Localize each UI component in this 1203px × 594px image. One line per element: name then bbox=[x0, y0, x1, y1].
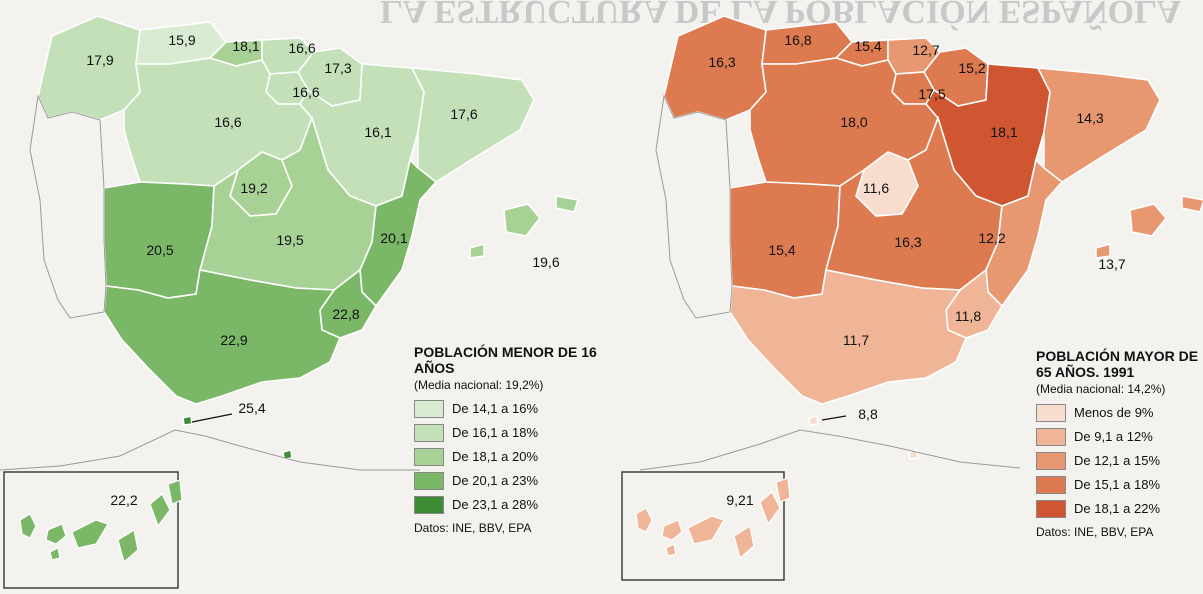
legend-swatch bbox=[1036, 427, 1066, 446]
legend-swatch bbox=[1036, 475, 1066, 494]
region-value-madrid: 11,6 bbox=[862, 180, 890, 196]
legend-swatch bbox=[414, 399, 444, 418]
legend-item: De 18,1 a 22% bbox=[1036, 498, 1200, 519]
canarias-right-islands bbox=[635, 477, 791, 560]
legend-item: Menos de 9% bbox=[1036, 402, 1200, 423]
legend-item: De 12,1 a 15% bbox=[1036, 450, 1200, 471]
portugal-outline-left bbox=[29, 94, 107, 319]
region-value-castillamancha: 19,5 bbox=[276, 232, 304, 248]
region-value-paisvasco: 16,6 bbox=[288, 40, 316, 56]
legend-item: De 9,1 a 12% bbox=[1036, 426, 1200, 447]
region-value-andalucia: 11,7 bbox=[842, 332, 870, 348]
legend-source: Datos: INE, BBV, EPA bbox=[1036, 525, 1154, 539]
region-value-canarias: 9,21 bbox=[726, 492, 754, 508]
canarias-left-islands bbox=[19, 479, 183, 564]
right-map bbox=[663, 15, 1203, 460]
legend-list: De 14,1 a 16% De 16,1 a 18% De 18,1 a 20… bbox=[414, 398, 600, 515]
region-value-baleares: 13,7 bbox=[1098, 256, 1126, 272]
region-value-castillaleon: 16,6 bbox=[214, 114, 242, 130]
region-value-cantabria: 18,1 bbox=[232, 38, 260, 54]
region-value-baleares: 19,6 bbox=[532, 254, 560, 270]
legend-subtitle: (Media nacional: 19,2%) bbox=[414, 378, 544, 392]
region-galicia bbox=[663, 15, 767, 121]
region-value-canarias: 22,2 bbox=[110, 492, 138, 508]
region-value-castillamancha: 16,3 bbox=[894, 234, 922, 250]
morocco-coast-right bbox=[639, 429, 1021, 471]
legend-swatch bbox=[1036, 403, 1066, 422]
legend-swatch bbox=[414, 471, 444, 490]
region-value-aragon: 16,1 bbox=[364, 124, 392, 140]
legend-swatch bbox=[1036, 451, 1066, 470]
morocco-coast-left bbox=[0, 429, 420, 471]
legend-label: De 23,1 a 28% bbox=[452, 497, 539, 512]
region-galicia bbox=[37, 15, 141, 121]
legend-label: De 16,1 a 18% bbox=[452, 425, 539, 440]
region-andalucia bbox=[103, 269, 342, 405]
region-value-castillaleon: 18,0 bbox=[840, 114, 868, 130]
region-value-extremadura: 15,4 bbox=[768, 242, 796, 258]
region-value-madrid: 19,2 bbox=[240, 180, 268, 196]
legend-list: Menos de 9% De 9,1 a 12% De 12,1 a 15% D… bbox=[1036, 402, 1200, 519]
region-value-asturias: 15,9 bbox=[168, 32, 196, 48]
region-value-navarra: 17,3 bbox=[324, 60, 352, 76]
legend-swatch bbox=[414, 423, 444, 442]
region-ceutamelilla bbox=[808, 415, 919, 460]
legend-item: De 14,1 a 16% bbox=[414, 398, 600, 419]
region-andalucia bbox=[729, 269, 968, 405]
region-value-cataluna: 17,6 bbox=[450, 106, 478, 122]
region-value-ceutamelilla: 25,4 bbox=[238, 400, 266, 416]
region-value-murcia: 11,8 bbox=[954, 308, 982, 324]
legend-label: De 20,1 a 23% bbox=[452, 473, 539, 488]
legend-label: De 18,1 a 20% bbox=[452, 449, 539, 464]
region-value-andalucia: 22,9 bbox=[220, 332, 248, 348]
region-value-paisvasco: 12,7 bbox=[912, 42, 940, 58]
legend-item: De 20,1 a 23% bbox=[414, 470, 600, 491]
region-baleares bbox=[1095, 195, 1203, 259]
legend-item: De 18,1 a 20% bbox=[414, 446, 600, 467]
legend-label: De 15,1 a 18% bbox=[1074, 477, 1161, 492]
region-value-murcia: 22,8 bbox=[332, 306, 360, 322]
legend-label: De 9,1 a 12% bbox=[1074, 429, 1153, 444]
region-value-valencia: 12,2 bbox=[978, 230, 1006, 246]
region-value-asturias: 16,8 bbox=[784, 32, 812, 48]
region-value-navarra: 15,2 bbox=[958, 60, 986, 76]
legend-menor-16: POBLACIÓN MENOR DE 16 AÑOS (Media nacion… bbox=[414, 344, 600, 535]
legend-swatch bbox=[1036, 499, 1066, 518]
legend-item: De 15,1 a 18% bbox=[1036, 474, 1200, 495]
region-value-aragon: 18,1 bbox=[990, 124, 1018, 140]
region-cataluna bbox=[410, 67, 535, 183]
legend-swatch bbox=[414, 447, 444, 466]
legend-title: POBLACIÓN MENOR DE 16 AÑOS bbox=[414, 344, 597, 376]
legend-item: De 23,1 a 28% bbox=[414, 494, 600, 515]
legend-label: De 18,1 a 22% bbox=[1074, 501, 1161, 516]
region-ceutamelilla bbox=[182, 415, 293, 460]
region-value-cataluna: 14,3 bbox=[1076, 110, 1104, 126]
region-value-cantabria: 15,4 bbox=[854, 38, 882, 54]
legend-label: Menos de 9% bbox=[1074, 405, 1154, 420]
region-value-galicia: 16,3 bbox=[708, 54, 736, 70]
legend-label: De 14,1 a 16% bbox=[452, 401, 539, 416]
legend-item: De 16,1 a 18% bbox=[414, 422, 600, 443]
region-cataluna bbox=[1036, 67, 1161, 183]
region-value-rioja: 16,6 bbox=[292, 84, 320, 100]
region-value-valencia: 20,1 bbox=[380, 230, 408, 246]
legend-subtitle: (Media nacional: 14,2%) bbox=[1036, 382, 1166, 396]
region-value-ceutamelilla: 8,8 bbox=[858, 406, 878, 422]
portugal-outline-right bbox=[655, 94, 733, 319]
region-value-galicia: 17,9 bbox=[86, 52, 114, 68]
legend-mayor-65: POBLACIÓN MAYOR DE 65 AÑOS. 1991 (Media … bbox=[1036, 348, 1200, 539]
legend-title: POBLACIÓN MAYOR DE 65 AÑOS. 1991 bbox=[1036, 348, 1199, 380]
left-map bbox=[37, 15, 580, 460]
legend-label: De 12,1 a 15% bbox=[1074, 453, 1161, 468]
region-value-extremadura: 20,5 bbox=[146, 242, 174, 258]
region-value-rioja: 17,5 bbox=[918, 86, 946, 102]
legend-source: Datos: INE, BBV, EPA bbox=[414, 521, 532, 535]
region-baleares bbox=[469, 195, 580, 259]
legend-swatch bbox=[414, 495, 444, 514]
